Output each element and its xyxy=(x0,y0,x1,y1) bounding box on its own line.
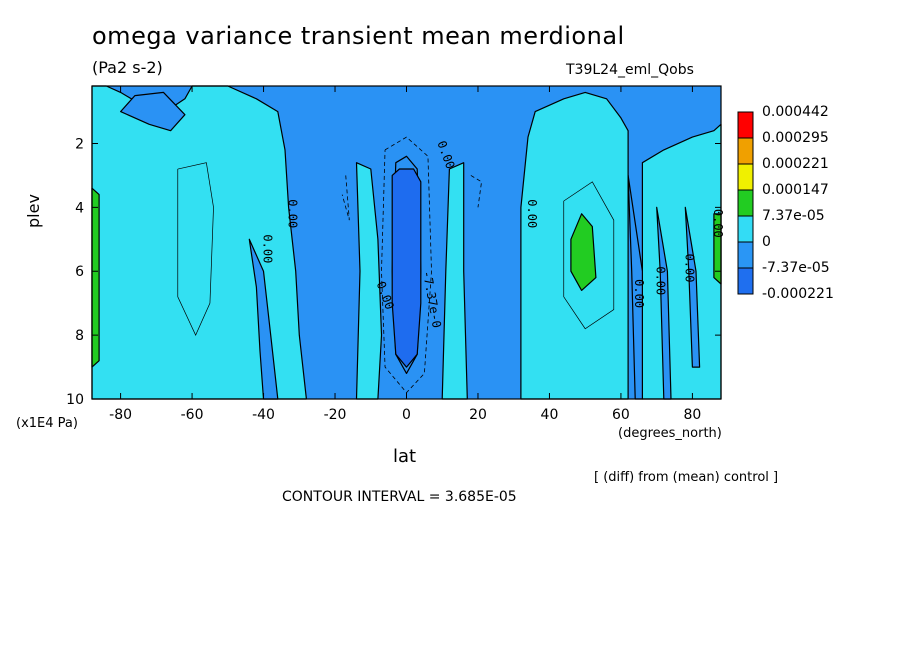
chart-title: omega variance transient mean merdional xyxy=(92,22,625,50)
contour-region xyxy=(391,168,422,368)
legend-label: 0.000147 xyxy=(762,182,829,198)
y-tick-label: 8 xyxy=(75,328,84,344)
chart-units: (Pa2 s-2) xyxy=(92,58,163,77)
legend-swatch xyxy=(737,189,754,217)
legend-swatch xyxy=(737,267,754,295)
contour-line-negative xyxy=(341,175,350,221)
diff-note: [ (diff) from (mean) control ] xyxy=(594,470,779,485)
x-tick-label: -40 xyxy=(252,407,275,423)
x-axis-unit: (degrees_north) xyxy=(618,426,722,441)
x-tick-label: 80 xyxy=(683,407,701,423)
x-tick-label: 60 xyxy=(612,407,630,423)
contour-label: 0.00 xyxy=(711,209,725,238)
x-tick-label: 40 xyxy=(541,407,559,423)
contour-region xyxy=(641,123,722,400)
contour-region xyxy=(355,162,383,400)
legend-swatch xyxy=(737,241,754,269)
contour-line xyxy=(177,162,214,336)
y-tick-label: 2 xyxy=(75,136,84,152)
legend-label: 0 xyxy=(762,234,771,250)
contour-line xyxy=(563,181,615,330)
contour-line-negative xyxy=(381,136,432,394)
x-tick-label: 20 xyxy=(469,407,487,423)
run-name: T39L24_eml_Qobs xyxy=(566,62,694,78)
contour-label: 0.00 xyxy=(286,199,300,228)
legend-swatch xyxy=(737,137,754,165)
y-tick-label: 4 xyxy=(75,200,84,216)
legend-swatch xyxy=(737,215,754,243)
contour-region xyxy=(570,213,597,291)
contour-label: 0.00 xyxy=(654,266,668,295)
legend-label: 0.000221 xyxy=(762,156,829,172)
contour-line-negative xyxy=(470,175,482,208)
contour-label: 0.00 xyxy=(632,279,646,308)
contour-label: 0.00 xyxy=(525,199,539,228)
legend-swatch xyxy=(737,163,754,191)
y-axis-unit: (x1E4 Pa) xyxy=(16,416,78,431)
x-tick-label: -60 xyxy=(181,407,204,423)
y-tick-label: 10 xyxy=(66,392,84,408)
legend-swatch xyxy=(737,111,754,139)
contour-region xyxy=(119,91,186,132)
legend-label: 0.000442 xyxy=(762,104,829,120)
contour-interval: CONTOUR INTERVAL = 3.685E-05 xyxy=(282,489,517,505)
x-axis-label: lat xyxy=(393,446,417,467)
legend-label: -7.37e-05 xyxy=(762,260,830,276)
contour-label: 0.00 xyxy=(682,254,696,283)
contour-region xyxy=(684,206,701,368)
legend-label: -0.000221 xyxy=(762,286,834,302)
x-tick-label: -20 xyxy=(324,407,347,423)
y-tick-label: 6 xyxy=(75,264,84,280)
legend-label: 0.000295 xyxy=(762,130,829,146)
y-axis-label: plev xyxy=(24,194,43,228)
contour-label: 0.00 xyxy=(261,234,275,263)
x-tick-label: -80 xyxy=(109,407,132,423)
legend-label: 7.37e-05 xyxy=(762,208,825,224)
x-tick-label: 0 xyxy=(402,407,411,423)
contour-region xyxy=(91,187,100,368)
